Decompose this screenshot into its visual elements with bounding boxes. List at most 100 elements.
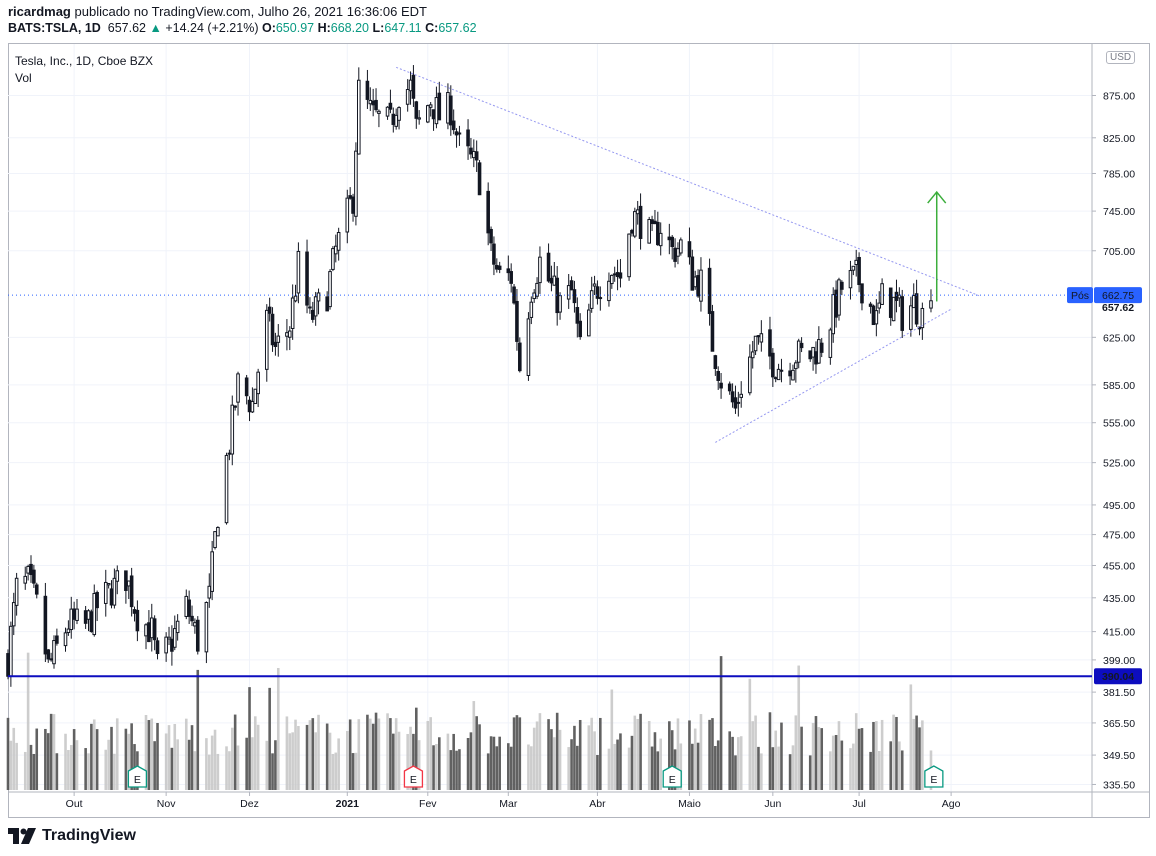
candle-body[interactable]: [546, 252, 551, 282]
candle-body[interactable]: [167, 636, 171, 640]
candle-body[interactable]: [63, 632, 68, 647]
candle-body[interactable]: [437, 92, 442, 121]
candle-body[interactable]: [305, 251, 309, 306]
candle-body[interactable]: [152, 618, 157, 641]
candle-body[interactable]: [66, 628, 71, 634]
candle-body[interactable]: [46, 649, 51, 660]
candle-body[interactable]: [69, 608, 74, 631]
candle-body[interactable]: [486, 190, 490, 234]
candle-body[interactable]: [497, 265, 502, 270]
candle-body[interactable]: [285, 332, 289, 337]
candle-body[interactable]: [126, 580, 131, 587]
candle-body[interactable]: [264, 309, 269, 370]
candle-body[interactable]: [195, 619, 200, 652]
candle-body[interactable]: [638, 205, 643, 239]
candle-body[interactable]: [477, 162, 482, 196]
candle-body[interactable]: [911, 295, 916, 309]
earnings-marker-icon[interactable]: [924, 765, 944, 788]
candle-body[interactable]: [716, 371, 721, 381]
candle-body[interactable]: [29, 563, 33, 576]
candle-body[interactable]: [193, 622, 197, 627]
candle-body[interactable]: [834, 289, 838, 318]
candle-body[interactable]: [794, 362, 798, 370]
candle-body[interactable]: [569, 280, 574, 291]
candle-body[interactable]: [831, 294, 836, 335]
candle-body[interactable]: [819, 342, 824, 353]
candle-body[interactable]: [109, 588, 114, 606]
candle-body[interactable]: [95, 592, 99, 609]
candle-body[interactable]: [871, 305, 876, 326]
candle-body[interactable]: [446, 92, 450, 124]
candle-body[interactable]: [207, 585, 212, 599]
candle-body[interactable]: [857, 256, 861, 286]
candle-body[interactable]: [529, 301, 534, 318]
candle-body[interactable]: [495, 264, 499, 270]
candle-body[interactable]: [739, 393, 744, 398]
candle-body[interactable]: [535, 282, 539, 297]
candle-body[interactable]: [658, 232, 663, 247]
candle-body[interactable]: [394, 114, 398, 127]
candle-body[interactable]: [518, 342, 522, 372]
candle-body[interactable]: [633, 211, 637, 237]
candle-body[interactable]: [768, 329, 772, 357]
candle-body[interactable]: [854, 259, 859, 265]
candle-body[interactable]: [371, 100, 375, 106]
candle-body[interactable]: [408, 79, 413, 92]
candle-body[interactable]: [43, 595, 48, 655]
candle-body[interactable]: [348, 195, 352, 199]
candle-body[interactable]: [325, 296, 329, 312]
candle-body[interactable]: [727, 383, 732, 392]
candle-body[interactable]: [489, 228, 493, 244]
candle-body[interactable]: [796, 340, 801, 363]
candle-body[interactable]: [650, 219, 654, 224]
candle-body[interactable]: [247, 399, 252, 413]
candle-body[interactable]: [828, 329, 833, 358]
candle-body[interactable]: [851, 265, 856, 271]
candle-body[interactable]: [506, 268, 511, 274]
candle-body[interactable]: [719, 382, 723, 389]
candle-body[interactable]: [351, 196, 355, 214]
candle-body[interactable]: [538, 256, 542, 284]
candle-body[interactable]: [190, 615, 194, 622]
candle-body[interactable]: [89, 611, 94, 633]
candle-body[interactable]: [374, 99, 378, 111]
earnings-marker-icon[interactable]: [127, 765, 148, 788]
candle-body[interactable]: [172, 628, 177, 648]
candle-body[interactable]: [814, 351, 818, 365]
candle-body[interactable]: [587, 309, 591, 337]
candle-body[interactable]: [607, 280, 611, 302]
candle-body[interactable]: [103, 581, 108, 604]
candle-body[interactable]: [256, 371, 260, 395]
candle-body[interactable]: [799, 342, 804, 349]
candle-body[interactable]: [670, 236, 674, 248]
candle-body[interactable]: [316, 292, 321, 302]
candle-body[interactable]: [52, 640, 56, 665]
upper-trendline[interactable]: [395, 66, 981, 297]
candle-body[interactable]: [155, 640, 160, 655]
candle-body[interactable]: [808, 350, 813, 360]
candle-body[interactable]: [888, 287, 893, 318]
candle-body[interactable]: [874, 310, 879, 325]
candle-body[interactable]: [92, 593, 97, 636]
candle-body[interactable]: [779, 369, 784, 372]
candle-body[interactable]: [909, 305, 913, 330]
candle-body[interactable]: [673, 247, 677, 262]
candle-body[interactable]: [512, 286, 516, 304]
candle-body[interactable]: [572, 289, 577, 304]
candle-body[interactable]: [397, 107, 401, 121]
candle-body[interactable]: [290, 297, 295, 329]
candle-body[interactable]: [730, 391, 735, 403]
candle-body[interactable]: [377, 110, 381, 114]
candle-body[interactable]: [848, 270, 853, 289]
candle-body[interactable]: [270, 313, 275, 346]
candle-body[interactable]: [253, 388, 258, 405]
candle-body[interactable]: [345, 197, 350, 233]
candle-body[interactable]: [11, 602, 16, 627]
candle-body[interactable]: [14, 577, 19, 606]
candle-body[interactable]: [811, 346, 815, 358]
candle-body[interactable]: [610, 274, 614, 285]
candle-body[interactable]: [575, 307, 580, 324]
candle-body[interactable]: [920, 307, 925, 329]
lower-trendline[interactable]: [715, 308, 952, 443]
